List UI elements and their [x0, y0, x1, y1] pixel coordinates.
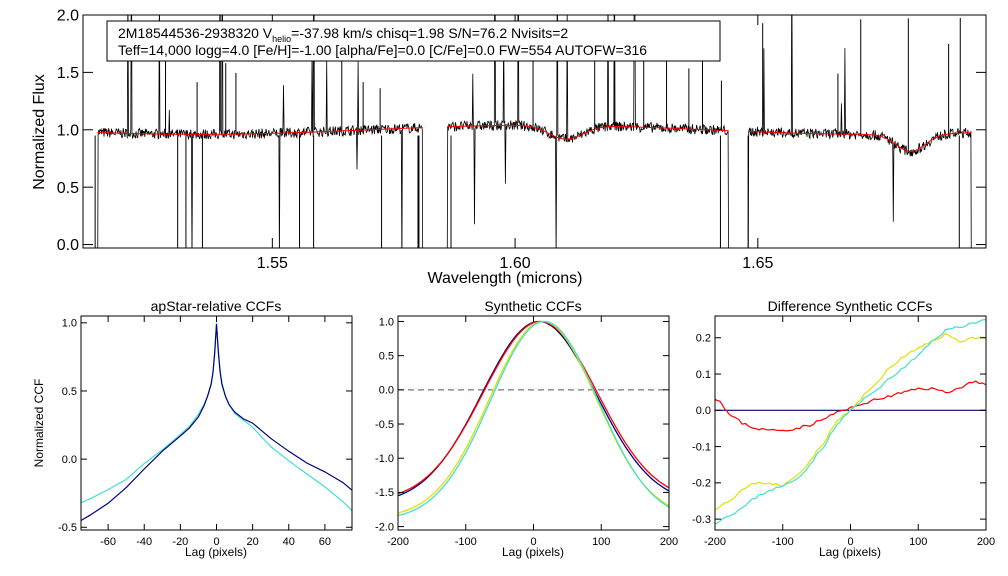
synthetic-ccf-x-axis-label: Lag (pixels)	[502, 545, 564, 559]
spectrum-y-tick-label: 0.5	[57, 180, 79, 197]
synthetic-ccf-y-tick-label: 0.5	[379, 351, 394, 363]
synthetic-ccf-y-tick-label: -1.5	[375, 487, 394, 499]
apstar-ccf-x-tick-label: -40	[136, 536, 152, 548]
synthetic-ccf-x-tick-label: -100	[455, 536, 477, 548]
difference-ccf-panel: Difference Synthetic CCFs -200 -100 0 100 20…	[692, 298, 995, 559]
spectrum-y-tick-label: 0.0	[57, 237, 79, 254]
annotation-frame	[106, 20, 721, 62]
synthetic-ccf-y-tick-label: 0.0	[379, 385, 394, 397]
spectrum-x-tick-label: 1.55	[257, 255, 288, 272]
annotation-line-1: 2M18544536-2938320 Vhelio=-37.98 km/s ch…	[118, 25, 568, 44]
spectrum-axes-frame	[82, 14, 987, 249]
spectrum-y-tick-label: 2.0	[57, 8, 79, 25]
ccf-line-visit-red	[397, 320, 670, 495]
apstar-ccf-y-tick-label: 0.0	[62, 454, 77, 466]
apstar-ccf-y-axis-label: Normalized CCF	[32, 379, 46, 468]
synthetic-ccf-x-tick-label: 0	[530, 536, 536, 548]
apstar-ccf-plot-area	[80, 322, 353, 522]
spectrum-panel: 1.55 1.60 1.65 0.0 0.5 1.0 1.5 2.0 Wavelength (…	[31, 8, 987, 287]
difference-ccf-x-tick-label: 200	[977, 536, 995, 548]
spectrum-lines	[94, 15, 972, 248]
synthetic-ccf-axes: -200 -100 0 100 200 -2.0 -1.5 -1.0 -0.5 0.0 0.5 1.0	[375, 316, 678, 548]
synthetic-ccf-y-tick-label: 1.0	[379, 316, 394, 328]
apstar-ccf-x-tick-label: 0	[213, 536, 219, 548]
difference-ccf-x-tick-label: 0	[847, 536, 853, 548]
apstar-ccf-axes: -60 -40 -20 0 20 40 60 -0.5 0.0 0.5 1.0	[58, 316, 352, 548]
apstar-ccf-y-tick-label: 0.5	[62, 386, 77, 398]
difference-ccf-y-tick-label: -0.2	[692, 478, 711, 490]
model-spectrum-chip-2	[447, 124, 729, 140]
synthetic-ccf-panel: Synthetic CCFs -200 -100 0 100 200 -2.0 -1.5 -1…	[375, 298, 678, 559]
spectrum-y-tick-label: 1.5	[57, 65, 79, 82]
apstar-ccf-x-tick-label: 40	[283, 536, 295, 548]
model-spectrum-chip-3	[748, 131, 972, 152]
apstar-ccf-x-tick-label: 20	[247, 536, 259, 548]
spectrum-x-tick-label: 1.65	[742, 255, 773, 272]
ccf-line-visit-cyan	[397, 320, 670, 517]
annotation-subscript: helio	[272, 34, 291, 44]
synthetic-ccf-plot-area	[397, 320, 670, 517]
model-spectrum-chip-1	[97, 127, 423, 135]
difference-ccf-x-tick-label: -200	[704, 536, 726, 548]
difference-ccf-y-tick-label: 0.2	[696, 333, 711, 345]
synthetic-ccf-y-tick-label: -1.0	[375, 453, 394, 465]
difference-ccf-axes: -200 -100 0 100 200 -0.3 -0.2 -0.1 0.0 0.1 0.2	[692, 316, 995, 548]
apstar-ccf-x-tick-label: 60	[319, 536, 331, 548]
ccf-line-visit-cyan	[80, 322, 353, 512]
apstar-ccf-x-tick-label: -20	[172, 536, 188, 548]
difference-ccf-plot-area	[714, 319, 987, 525]
apstar-ccf-y-tick-label: 1.0	[62, 318, 77, 330]
apstar-ccf-x-axis-label: Lag (pixels)	[185, 545, 247, 559]
synthetic-ccf-x-tick-label: 200	[660, 536, 678, 548]
difference-ccf-x-axis-label: Lag (pixels)	[819, 545, 881, 559]
difference-ccf-title: Difference Synthetic CCFs	[768, 298, 933, 314]
spectrum-y-axis-label: Normalized Flux	[31, 74, 48, 190]
synthetic-ccf-x-tick-label: 100	[592, 536, 610, 548]
ccf-line-visit-navy	[80, 324, 353, 522]
diff-ccf-line-visit-red	[714, 380, 987, 432]
apstar-ccf-panel: apStar-relative CCFs -60 -40 -20 0 20 40 60 -0.…	[32, 298, 353, 559]
difference-ccf-y-tick-label: 0.1	[696, 369, 711, 381]
synthetic-ccf-y-tick-label: -2.0	[375, 521, 394, 533]
synthetic-ccf-x-tick-label: -200	[387, 536, 409, 548]
difference-ccf-x-tick-label: -100	[772, 536, 794, 548]
annotation-star-id: 2M18544536-2938320 V	[118, 25, 273, 41]
spectrum-x-axis-label: Wavelength (microns)	[427, 270, 582, 287]
spectrum-y-tick-label: 1.0	[57, 122, 79, 139]
annotation-stats: =-37.98 km/s chisq=1.98 S/N=76.2 Nvisits…	[291, 25, 568, 41]
apstar-ccf-x-tick-label: -60	[100, 536, 116, 548]
synthetic-ccf-title: Synthetic CCFs	[484, 298, 581, 314]
spectrum-axes: 1.55 1.60 1.65 0.0 0.5 1.0 1.5 2.0	[57, 8, 986, 272]
spectrum-x-tick-label: 1.60	[500, 255, 531, 272]
difference-ccf-y-tick-label: -0.3	[692, 514, 711, 526]
observed-spectrum-chip-2	[446, 15, 729, 248]
difference-ccf-y-tick-label: 0.0	[696, 405, 711, 417]
apstar-ccf-y-tick-label: -0.5	[58, 522, 77, 534]
spectrum-plot-area	[94, 15, 972, 248]
difference-ccf-y-tick-label: -0.1	[692, 441, 711, 453]
annotation-line-2: Teff=14,000 logg=4.0 [Fe/H]=-1.00 [alpha…	[118, 42, 647, 58]
diff-ccf-line-visit-cyan	[714, 319, 987, 525]
difference-ccf-x-tick-label: 100	[909, 536, 927, 548]
apstar-ccf-title: apStar-relative CCFs	[151, 298, 282, 314]
synthetic-ccf-y-tick-label: -0.5	[375, 419, 394, 431]
spectrum-annotation-box: 2M18544536-2938320 Vhelio=-37.98 km/s ch…	[106, 20, 721, 62]
